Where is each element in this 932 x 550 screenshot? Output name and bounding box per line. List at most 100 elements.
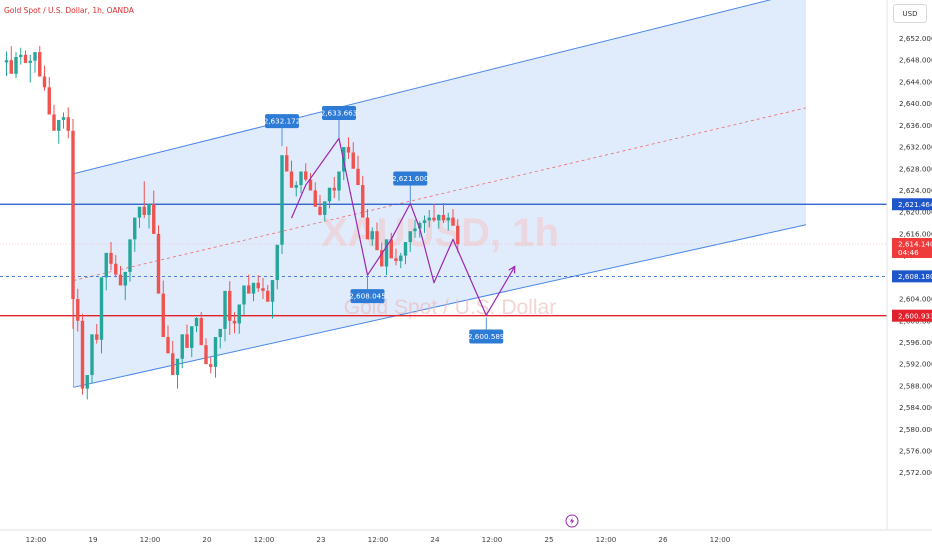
candle	[223, 290, 227, 342]
candle	[394, 248, 398, 266]
candle-body	[408, 231, 412, 243]
label-text: 2,600.589	[468, 332, 505, 341]
candle	[61, 112, 66, 129]
projection-arrowhead	[508, 265, 516, 274]
candle-body	[266, 290, 270, 302]
x-tick-label: 19	[88, 535, 98, 544]
candle-body	[76, 299, 80, 321]
candle	[313, 182, 317, 207]
candle	[413, 219, 417, 238]
candle-body	[223, 290, 227, 329]
candle	[446, 212, 450, 231]
candle-body	[256, 282, 260, 289]
candle	[218, 328, 222, 349]
candle-body	[389, 239, 393, 259]
candle-body	[19, 54, 23, 57]
candle-body	[99, 277, 104, 340]
candle-body	[356, 168, 360, 186]
candle-body	[418, 223, 422, 229]
candle	[380, 242, 384, 267]
price-tag-text: 2,608.180	[898, 272, 932, 281]
candle-body	[299, 171, 303, 186]
candle	[251, 282, 256, 302]
currency-button[interactable]: USD	[893, 4, 927, 23]
candle	[275, 244, 279, 290]
candle-body	[294, 185, 298, 188]
rising-channel	[73, 0, 807, 388]
candle	[432, 203, 436, 222]
candle	[351, 142, 355, 169]
candle-body	[370, 231, 374, 240]
lightning-icon[interactable]	[565, 514, 579, 528]
candle	[33, 52, 37, 73]
x-tick-label: 12:00	[26, 535, 47, 544]
candle	[451, 208, 455, 226]
candle	[128, 239, 132, 282]
candle	[237, 304, 241, 334]
candle	[280, 155, 284, 254]
candle-body	[38, 52, 42, 77]
candle-body	[365, 217, 370, 240]
candle	[365, 208, 370, 240]
y-tick-label: 2,624.000	[899, 186, 932, 195]
y-tick-label: 2,632.000	[899, 143, 932, 152]
candle	[384, 239, 389, 276]
candle-body	[180, 334, 184, 359]
candle-body	[422, 220, 427, 224]
candle	[66, 107, 70, 139]
candle	[99, 277, 104, 354]
candle	[9, 46, 13, 74]
candle-body	[218, 328, 222, 338]
price-label: 2,633.663	[321, 106, 357, 139]
candle-body	[194, 318, 199, 327]
y-tick-label: 2,628.000	[899, 164, 932, 173]
candle-body	[166, 337, 170, 354]
candle	[285, 146, 289, 172]
candle-body	[23, 54, 28, 63]
candle	[247, 274, 251, 294]
candle	[38, 46, 42, 77]
candle-body	[394, 258, 398, 262]
candle	[14, 52, 18, 79]
candle	[90, 334, 94, 384]
candle	[95, 324, 99, 344]
candle-body	[270, 280, 275, 302]
candle-body	[109, 252, 113, 264]
candle	[242, 285, 246, 315]
candle-body	[451, 217, 455, 226]
candle-body	[432, 217, 436, 221]
candle-body	[152, 204, 156, 234]
candle	[4, 51, 9, 76]
candle	[19, 47, 23, 65]
candle-body	[142, 206, 146, 215]
y-tick-label: 2,596.000	[899, 338, 932, 347]
label-box	[350, 289, 385, 304]
candle	[147, 204, 151, 229]
x-tick-label: 12:00	[482, 535, 503, 544]
candle	[42, 65, 47, 91]
time-axis[interactable]: 12:00 19 12:00 20 12:00 23 12:00 24 12:00 25 12:00…	[26, 535, 731, 544]
candle-body	[308, 179, 313, 191]
y-tick-label: 2,572.000	[899, 468, 932, 477]
candle	[185, 324, 189, 348]
candle	[304, 163, 308, 182]
candle	[47, 77, 51, 115]
candle	[337, 171, 341, 201]
candle	[166, 325, 170, 354]
candle	[323, 201, 327, 222]
candle-body	[185, 334, 189, 348]
candle	[28, 54, 32, 83]
candle-body	[228, 290, 232, 321]
candle-body	[456, 225, 460, 245]
candle	[52, 104, 56, 131]
candle-body	[361, 185, 365, 218]
watermark-name: Gold Spot / U.S. Dollar	[344, 296, 556, 319]
candle-body	[137, 206, 142, 218]
candle	[118, 265, 123, 286]
candle	[71, 118, 75, 329]
channel-lower-line	[73, 224, 807, 388]
price-tag-resistance: 2,621.464	[892, 198, 932, 211]
candle	[261, 277, 265, 300]
